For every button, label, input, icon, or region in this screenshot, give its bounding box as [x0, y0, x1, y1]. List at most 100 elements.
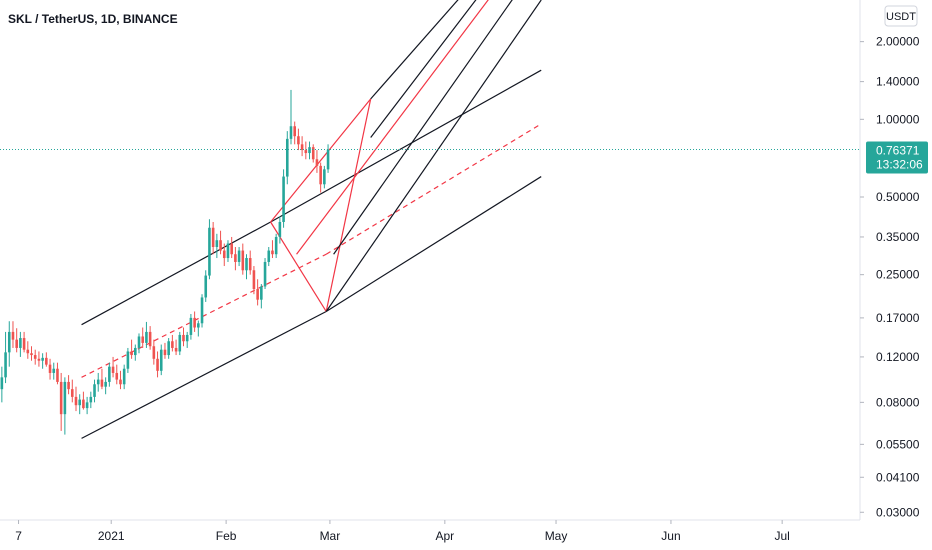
candle[interactable]: [252, 266, 256, 295]
trend-line-12[interactable]: [333, 0, 542, 255]
candle[interactable]: [111, 356, 115, 378]
candle[interactable]: [297, 128, 300, 151]
candle[interactable]: [85, 396, 89, 415]
candle[interactable]: [289, 89, 293, 145]
trend-line-5[interactable]: [81, 310, 327, 439]
candle[interactable]: [45, 352, 48, 367]
candle[interactable]: [159, 344, 163, 376]
candle[interactable]: [78, 394, 81, 415]
candle[interactable]: [241, 243, 245, 275]
candle[interactable]: [74, 386, 78, 412]
candle[interactable]: [200, 294, 204, 328]
candle[interactable]: [208, 219, 211, 280]
candle[interactable]: [326, 144, 330, 173]
candle[interactable]: [263, 258, 267, 289]
candle[interactable]: [274, 233, 278, 259]
trend-line-14[interactable]: [296, 0, 516, 255]
candle[interactable]: [219, 230, 222, 255]
candle[interactable]: [189, 313, 193, 340]
candle[interactable]: [248, 250, 252, 275]
candle[interactable]: [59, 372, 63, 431]
candle[interactable]: [230, 236, 233, 259]
candle[interactable]: [15, 328, 18, 353]
candle[interactable]: [89, 391, 93, 409]
candle[interactable]: [204, 270, 208, 302]
candle[interactable]: [37, 351, 41, 367]
time-axis[interactable]: 7 2021 Feb Mar Apr May Jun Jul: [0, 519, 860, 543]
currency-unit-badge[interactable]: [884, 5, 918, 27]
candle[interactable]: [234, 247, 237, 271]
candle[interactable]: [33, 349, 37, 365]
candle[interactable]: [156, 351, 159, 378]
trend-line-13[interactable]: [325, 0, 542, 312]
candle[interactable]: [222, 243, 226, 267]
candle[interactable]: [141, 327, 145, 348]
candle[interactable]: [308, 141, 311, 160]
candle[interactable]: [115, 364, 119, 385]
candle[interactable]: [100, 368, 104, 390]
candle[interactable]: [163, 342, 167, 359]
candle[interactable]: [256, 279, 259, 306]
candle[interactable]: [67, 375, 70, 395]
candle[interactable]: [315, 150, 319, 173]
candle[interactable]: [271, 240, 274, 259]
trend-line-1[interactable]: [81, 221, 271, 326]
trend-line-3[interactable]: [81, 253, 327, 378]
candle[interactable]: [311, 144, 315, 163]
candle[interactable]: [152, 339, 156, 365]
candle[interactable]: [104, 377, 107, 395]
candle[interactable]: [182, 327, 185, 347]
candle[interactable]: [11, 321, 15, 348]
candle[interactable]: [0, 366, 4, 403]
candle[interactable]: [211, 221, 215, 255]
candle[interactable]: [197, 320, 200, 337]
candle[interactable]: [237, 247, 241, 267]
candle[interactable]: [22, 331, 26, 353]
candle[interactable]: [323, 165, 326, 189]
candle[interactable]: [122, 364, 126, 390]
candle[interactable]: [63, 377, 67, 435]
candle[interactable]: [7, 321, 11, 367]
candle[interactable]: [108, 362, 111, 387]
candle[interactable]: [126, 347, 130, 373]
candle[interactable]: [26, 341, 30, 359]
candle[interactable]: [70, 379, 74, 403]
candle[interactable]: [319, 162, 322, 193]
candle[interactable]: [48, 358, 52, 380]
trend-line-10[interactable]: [370, 0, 497, 100]
trend-line-7[interactable]: [270, 98, 372, 223]
trend-line-8[interactable]: [325, 98, 372, 312]
trend-line-6[interactable]: [325, 176, 542, 312]
candle[interactable]: [137, 333, 141, 354]
candle[interactable]: [93, 379, 96, 403]
candle[interactable]: [193, 311, 196, 332]
candle[interactable]: [300, 136, 304, 157]
candle[interactable]: [130, 339, 133, 359]
trend-line-11[interactable]: [370, 0, 516, 138]
candle[interactable]: [267, 247, 271, 267]
plot-area[interactable]: [0, 0, 542, 512]
price-axis[interactable]: 2.00000 1.40000 1.00000 0.50000 0.35000 0.250…: [859, 0, 928, 520]
candle[interactable]: [167, 338, 170, 359]
candle[interactable]: [82, 391, 85, 410]
candle[interactable]: [282, 169, 285, 228]
candle[interactable]: [30, 346, 33, 361]
candle[interactable]: [41, 353, 44, 369]
candle[interactable]: [52, 362, 56, 380]
candle[interactable]: [285, 131, 289, 185]
candle[interactable]: [134, 344, 137, 361]
candle[interactable]: [96, 372, 100, 392]
trend-line-4[interactable]: [325, 123, 542, 255]
candle[interactable]: [245, 254, 248, 280]
candle[interactable]: [171, 334, 174, 352]
candle[interactable]: [278, 216, 282, 244]
candle[interactable]: [185, 331, 189, 348]
candle[interactable]: [4, 331, 7, 384]
candle[interactable]: [215, 233, 219, 259]
candle[interactable]: [145, 321, 148, 348]
candle[interactable]: [56, 362, 59, 385]
candle[interactable]: [148, 326, 152, 350]
candle[interactable]: [174, 339, 178, 356]
candle[interactable]: [293, 121, 296, 145]
